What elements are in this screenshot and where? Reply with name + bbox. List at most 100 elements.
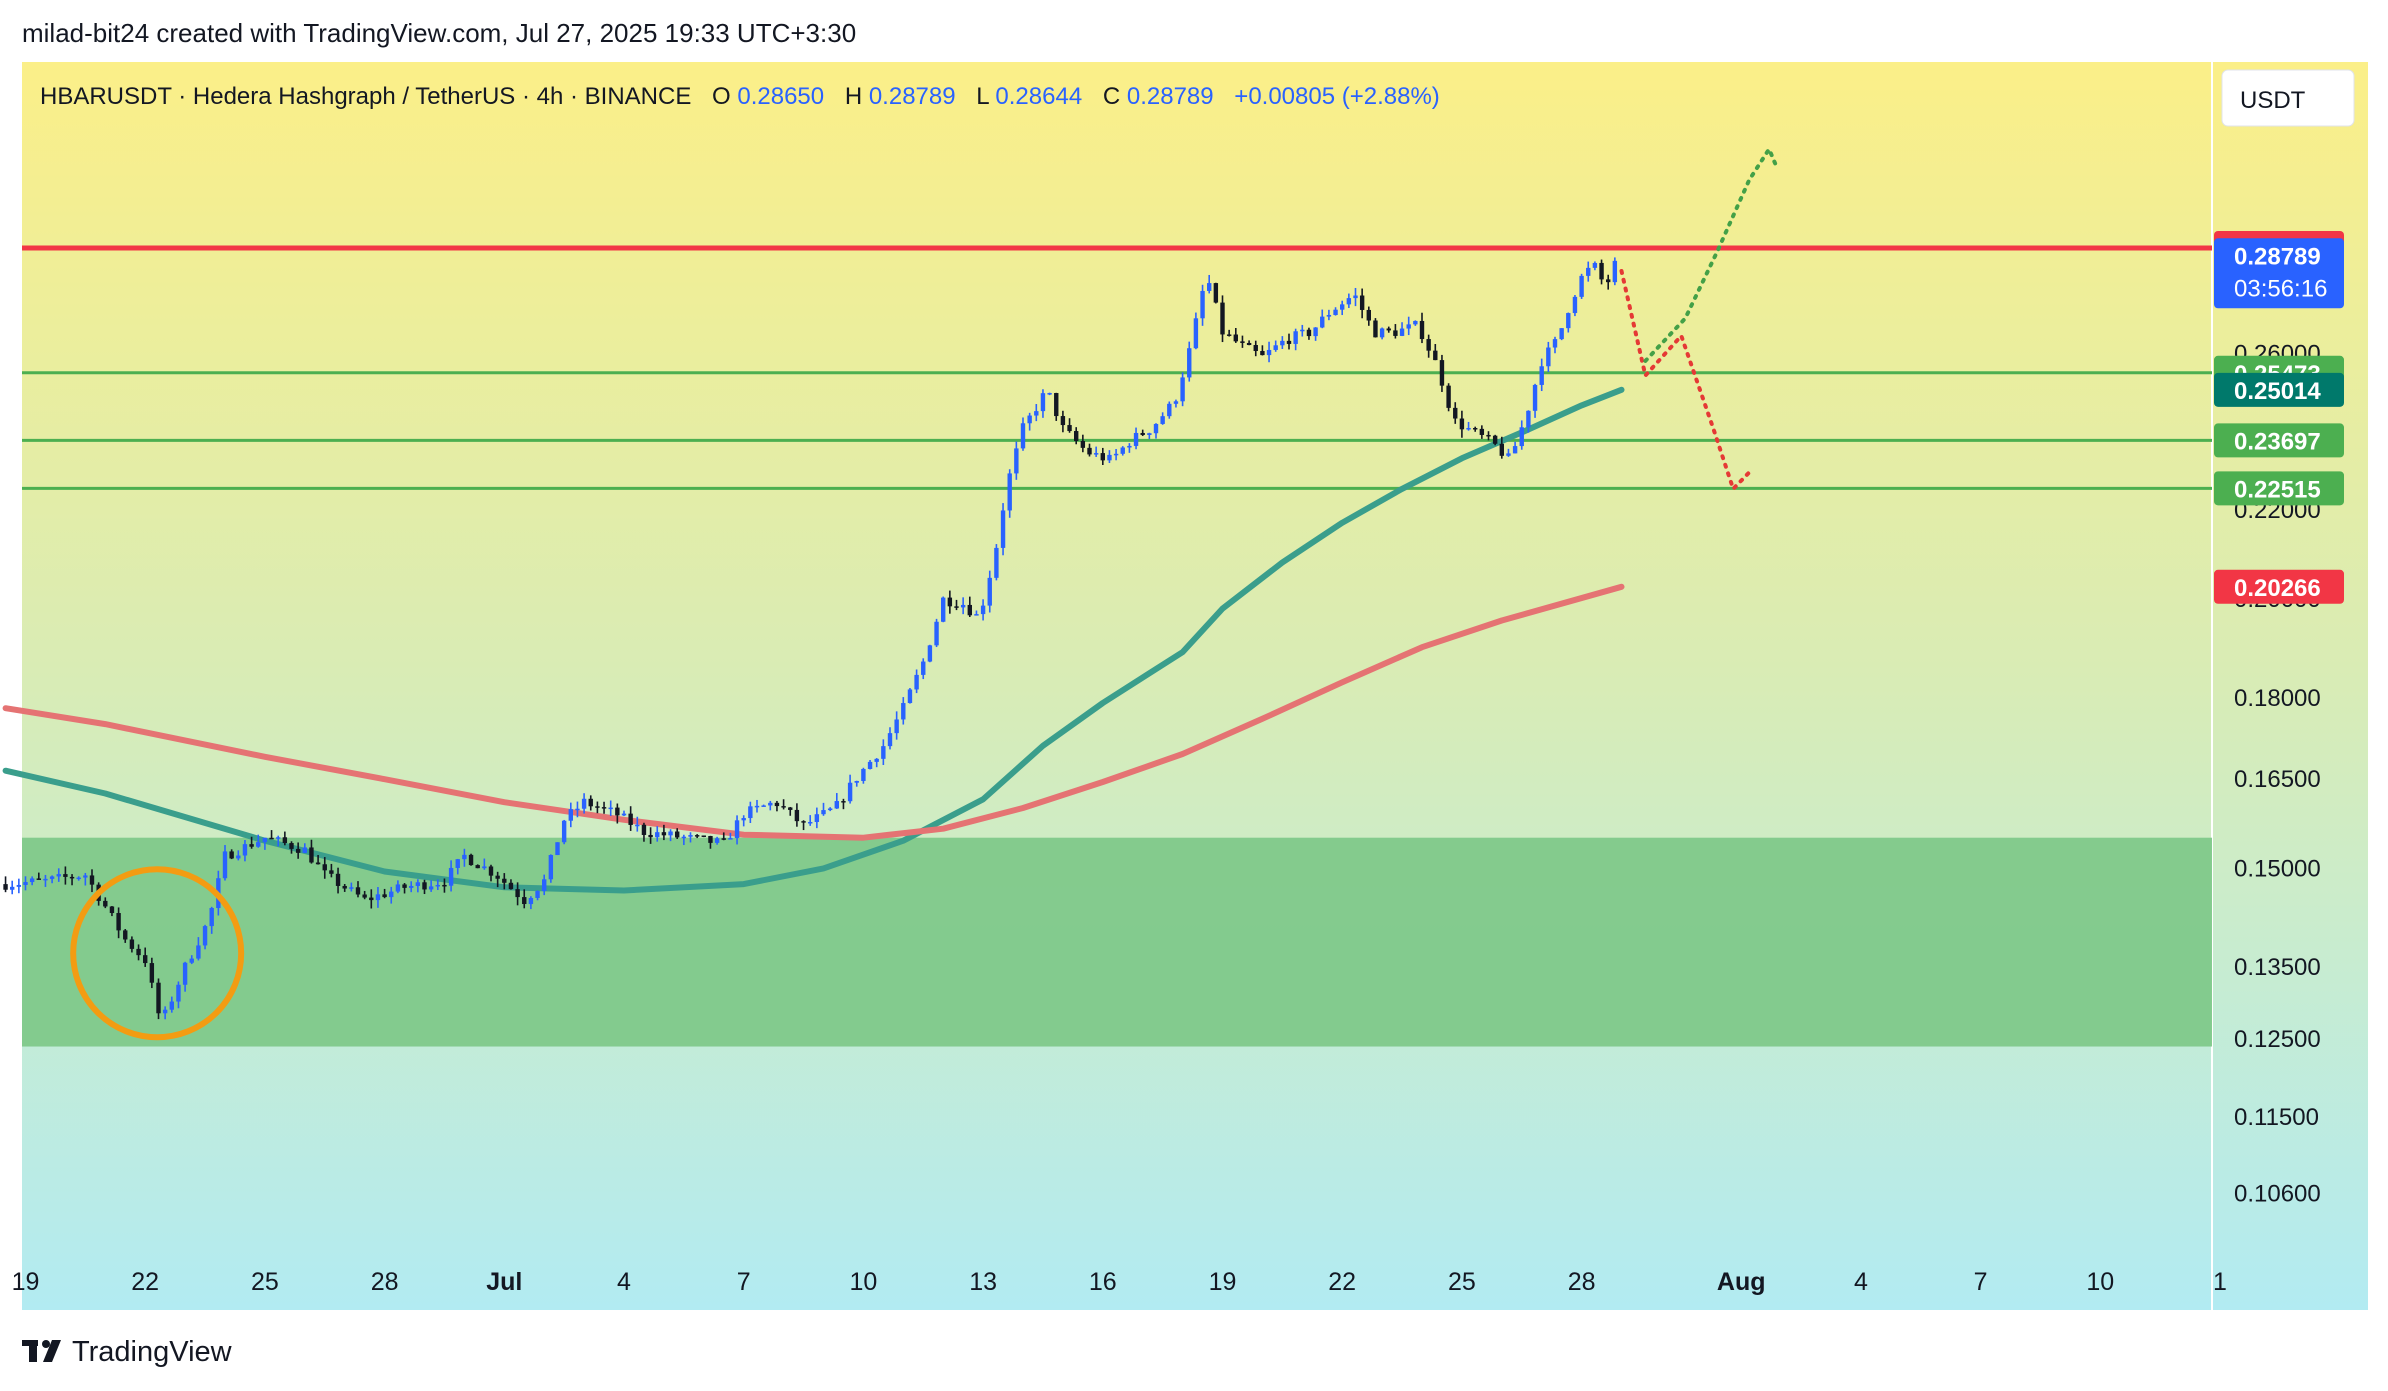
candle[interactable] [641,822,647,842]
candle[interactable] [668,829,673,842]
candle[interactable] [1140,429,1145,437]
candle[interactable] [1220,295,1225,343]
candle[interactable] [156,978,161,1020]
candle[interactable] [588,795,593,811]
candle[interactable] [1346,293,1352,309]
candle[interactable] [1300,324,1305,337]
candle[interactable] [409,881,414,893]
candle[interactable] [442,878,447,893]
candle[interactable] [302,843,307,854]
candle[interactable] [821,802,826,816]
candle[interactable] [428,880,434,892]
candle[interactable] [508,879,514,890]
candle[interactable] [1133,427,1139,450]
candle[interactable] [1586,261,1591,282]
candle[interactable] [435,879,440,891]
candle[interactable] [355,881,361,898]
candle[interactable] [1226,329,1232,337]
candle[interactable] [369,889,374,909]
candle[interactable] [1379,327,1385,340]
candle[interactable] [256,834,261,848]
candle[interactable] [960,597,966,615]
candle[interactable] [1080,434,1086,453]
candle[interactable] [808,815,813,826]
candle[interactable] [1519,420,1524,450]
candle[interactable] [701,835,706,838]
candle[interactable] [395,880,401,894]
candle[interactable] [136,944,141,961]
candle[interactable] [881,739,886,766]
candle[interactable] [1426,334,1431,358]
candle[interactable] [1353,287,1358,307]
candle[interactable] [1492,434,1498,446]
candle[interactable] [601,801,607,814]
candle[interactable] [1473,426,1478,432]
candle[interactable] [754,799,760,813]
currency-button[interactable]: USDT [2221,69,2355,127]
candle[interactable] [56,868,61,882]
candle[interactable] [555,842,560,856]
candle[interactable] [3,876,8,893]
candle[interactable] [242,840,248,862]
candle[interactable] [741,815,746,827]
candle[interactable] [827,807,833,812]
candle[interactable] [103,897,108,909]
candle[interactable] [1113,449,1119,461]
candle[interactable] [542,874,547,896]
candle[interactable] [1014,441,1019,480]
candle[interactable] [661,824,667,841]
candle[interactable] [921,658,926,680]
candle[interactable] [1027,412,1032,431]
candle[interactable] [1313,327,1318,341]
candle[interactable] [1067,418,1072,433]
candle[interactable] [1193,312,1199,350]
candle[interactable] [561,819,567,845]
candle[interactable] [867,759,873,770]
candle[interactable] [1333,307,1338,316]
candle[interactable] [1147,432,1152,439]
candle[interactable] [1433,344,1438,361]
candle[interactable] [535,890,540,901]
candle[interactable] [289,841,294,854]
candle[interactable] [209,906,214,934]
candle[interactable] [522,889,527,909]
candle[interactable] [43,874,48,887]
candle[interactable] [1007,469,1012,518]
candle[interactable] [1207,274,1212,294]
candle[interactable] [149,957,155,989]
candle[interactable] [1306,327,1312,340]
candle[interactable] [1246,340,1252,346]
candle[interactable] [162,1006,168,1020]
candle[interactable] [947,590,953,614]
candle[interactable] [1100,447,1105,466]
candle[interactable] [1486,431,1491,441]
candle[interactable] [262,837,268,850]
candle[interactable] [954,599,959,611]
candle[interactable] [914,669,919,694]
candle[interactable] [721,832,726,841]
candle[interactable] [315,855,321,865]
candle[interactable] [608,800,613,816]
candle[interactable] [568,802,573,828]
candle[interactable] [1559,328,1564,341]
candle[interactable] [176,981,181,1009]
candle[interactable] [143,947,148,967]
candle[interactable] [488,864,494,882]
candle[interactable] [515,882,520,906]
candle[interactable] [1167,401,1172,419]
candle[interactable] [894,711,899,740]
candle[interactable] [1034,404,1039,422]
candle[interactable] [89,869,95,893]
candle[interactable] [648,827,653,844]
candle[interactable] [389,886,394,904]
candle[interactable] [907,687,913,704]
candle[interactable] [276,835,281,847]
candle[interactable] [495,871,500,888]
candle[interactable] [655,826,660,842]
candle[interactable] [202,924,208,950]
candle[interactable] [1466,421,1471,431]
candle[interactable] [1393,324,1398,339]
candle[interactable] [635,816,640,832]
candle[interactable] [1020,417,1026,451]
candle[interactable] [714,836,720,845]
